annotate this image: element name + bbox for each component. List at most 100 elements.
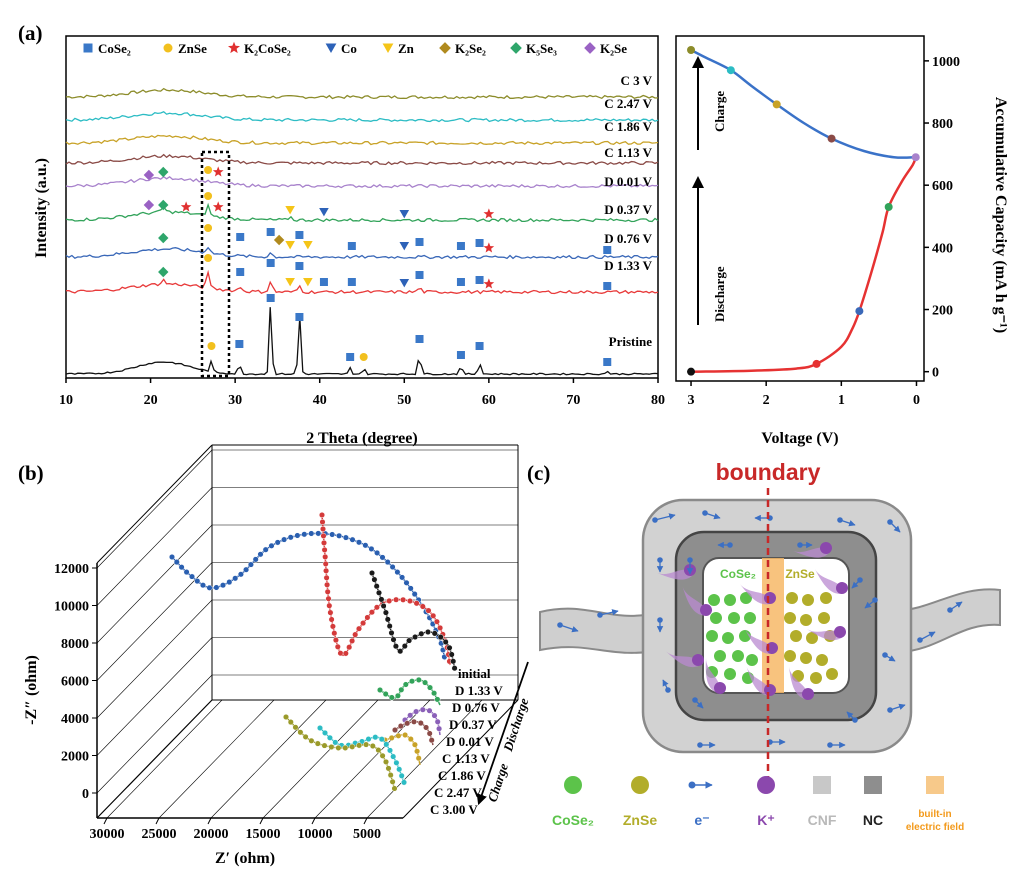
phase-marker	[346, 353, 355, 361]
electron-dot	[665, 687, 671, 693]
eis-point-6	[388, 734, 395, 741]
eis-point-0	[247, 561, 254, 568]
eis-point-8	[375, 747, 382, 754]
cnf-fiber-right	[899, 588, 1001, 654]
eis-point-3	[426, 684, 434, 691]
eis-grid-floor-2	[210, 699, 327, 819]
eis-point-4	[413, 708, 420, 715]
eis-point-2	[450, 658, 457, 665]
eis-point-0	[262, 546, 269, 553]
k-ion	[789, 666, 814, 700]
xrd-curve-2	[65, 134, 659, 146]
eis-point-0	[281, 536, 288, 543]
eis-curve-8	[285, 716, 396, 791]
phase-marker	[475, 239, 484, 247]
phase-marker	[399, 210, 410, 219]
eis-point-0	[294, 532, 301, 539]
phase-marker	[603, 282, 612, 290]
vc-marker-5	[827, 134, 836, 143]
eis-point-0	[188, 573, 196, 580]
legend-nc-swatch	[864, 776, 882, 794]
eis-grid-floor-5	[366, 699, 483, 819]
eis-x-tick-mark-1	[155, 817, 160, 825]
legend-marker-6	[510, 42, 522, 54]
eis-point-1	[342, 650, 349, 657]
eis-y-tick-label-4: 8000	[61, 637, 89, 652]
phase-marker	[204, 192, 213, 200]
phase-marker	[266, 294, 275, 302]
eis-curve-label-7: C 2.47 V	[434, 785, 482, 800]
eis-point-1	[360, 620, 367, 627]
capacity-markers	[687, 45, 920, 376]
eis-grid-floor-0	[106, 699, 223, 819]
eis-grid-left-1	[96, 637, 213, 756]
eis-curve-label-5: C 1.13 V	[442, 751, 490, 766]
eis-point-0	[257, 551, 264, 558]
k-ion	[705, 657, 726, 694]
eis-point-1	[368, 609, 375, 616]
xrd-curve-label-3: C 1.13 V	[604, 145, 652, 160]
eis-point-8	[385, 765, 392, 772]
eis-point-1	[419, 603, 426, 610]
znse-particle	[800, 614, 812, 626]
znse-particle	[820, 592, 832, 604]
eis-y-tick-label-1: 2000	[61, 750, 89, 765]
eis-point-7	[396, 766, 403, 773]
electron-dot	[852, 717, 858, 723]
k-ion-tail	[793, 547, 829, 558]
eis-point-1	[320, 532, 327, 539]
legend-label-6: K₅Se₃	[526, 41, 557, 56]
eis-point-5	[410, 718, 418, 725]
eis-point-0	[213, 584, 220, 591]
phase-marker	[207, 342, 216, 350]
eis-grid-floor-4	[314, 699, 431, 819]
eis-point-1	[328, 616, 335, 623]
eis-point-0	[268, 542, 275, 549]
znse-particle	[806, 632, 818, 644]
phase-marker	[399, 279, 410, 288]
electron-arrow	[919, 631, 936, 641]
eis-point-1	[329, 623, 336, 630]
legend-label-4: Zn	[398, 41, 415, 56]
eis-x-tick-label-2: 20000	[194, 827, 229, 842]
k-ion-tail	[814, 569, 842, 594]
built-in-field-region	[762, 558, 784, 693]
phase-marker	[273, 234, 285, 246]
eis-point-5	[428, 737, 435, 744]
phase-marker	[236, 233, 245, 241]
vc-marker-2	[855, 307, 864, 316]
phase-marker	[285, 241, 295, 250]
k-ion-core	[700, 604, 712, 616]
eis-x-tick-mark-5	[363, 817, 368, 825]
eis-point-3	[431, 690, 438, 697]
vc-marker-0	[687, 367, 696, 376]
legend-marker-7	[584, 42, 596, 54]
phase-marker	[603, 246, 612, 254]
eis-point-6	[411, 741, 418, 748]
eis-point-2	[386, 623, 393, 630]
vc-marker-3	[884, 202, 893, 211]
k-ion-core	[692, 654, 704, 666]
legend-label-0: CoSe₂	[98, 41, 131, 56]
eis-point-0	[384, 559, 391, 566]
k-ion-tail	[746, 666, 770, 696]
phase-marker	[235, 340, 244, 348]
core-label-cose2: CoSe₂	[720, 567, 756, 581]
eis-point-1	[319, 525, 327, 533]
eis-x-tick-mark-3	[259, 817, 264, 825]
eis-grid-left-3	[96, 562, 213, 681]
xrd-phase-markers	[143, 166, 612, 366]
phase-marker	[285, 206, 295, 215]
k-ion	[682, 586, 712, 616]
eis-grid-left-6	[96, 449, 213, 569]
charge-curve	[690, 48, 916, 159]
eis-y-axis-title: -Z″ (ohm)	[23, 655, 40, 725]
eis-grid-left-2	[96, 599, 213, 719]
cose2-particle	[710, 612, 722, 624]
xrd-curve-label-2: C 1.86 V	[604, 119, 652, 134]
k-ion	[814, 569, 848, 594]
eis-point-8	[342, 744, 349, 751]
phase-marker	[483, 208, 495, 219]
vc-y-tick-label-5: 1000	[932, 55, 960, 70]
eis-point-7	[398, 772, 405, 779]
